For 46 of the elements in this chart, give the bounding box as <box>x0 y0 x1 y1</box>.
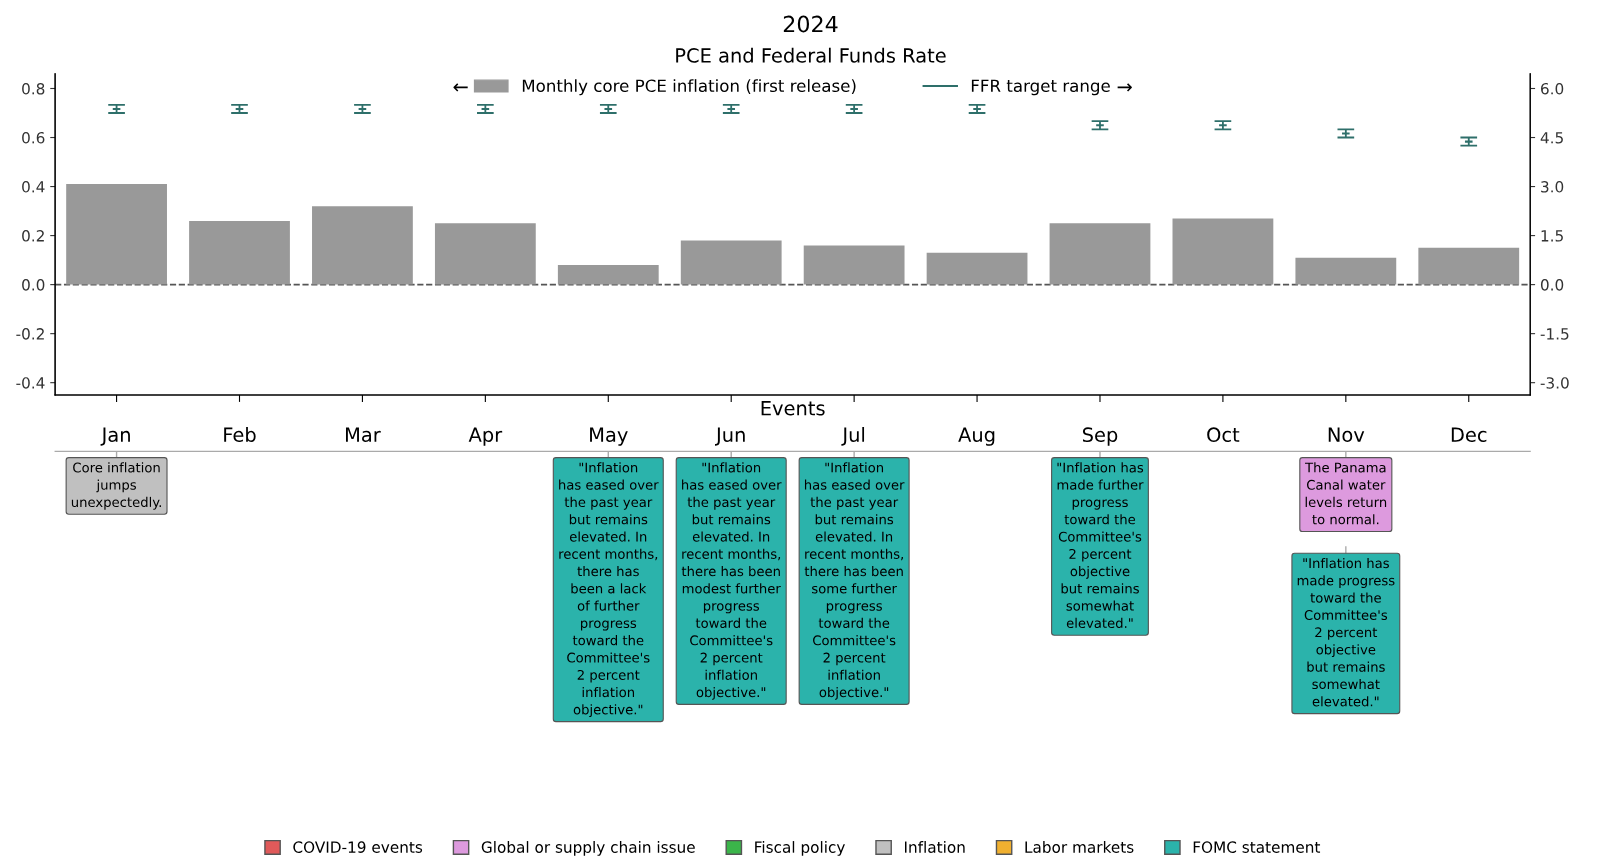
y2-tick-label: 6.0 <box>1541 82 1564 95</box>
category-label: Jun <box>715 427 745 446</box>
category-label: Dec <box>1451 427 1487 443</box>
text: Core inflation jumps unexpectedly. <box>71 462 161 510</box>
legend-label: Global or supply chain issue <box>481 841 695 856</box>
text: "Inflation has eased over the past year but remains elevated. In recent months, there has been a lack of further progress toward the Committee's 2 percent inflation objective." <box>559 462 659 718</box>
y-tick-label: -0.4 <box>16 377 45 389</box>
legend-label: FFR target range <box>971 79 1110 96</box>
y2-tick-label: 3.0 <box>1541 181 1564 193</box>
legend-label: Fiscal policy <box>755 841 845 856</box>
category-label: Aug <box>958 427 995 446</box>
annotation: → <box>1117 83 1132 92</box>
legend-label: Labor markets <box>1025 841 1134 853</box>
y2-tick-label: 4.5 <box>1540 132 1563 144</box>
category-label: Apr <box>468 427 503 446</box>
category-label: Nov <box>1328 427 1365 443</box>
legend-label: FOMC statement <box>1193 841 1321 853</box>
y-tick-label: 0.2 <box>22 230 44 242</box>
category-label: Jan <box>100 427 130 446</box>
category-label: Mar <box>345 427 381 443</box>
category-label: Sep <box>1082 427 1118 446</box>
legend-label: Monthly core PCE inflation (first release) <box>522 79 856 96</box>
text: "Inflation has eased over the past year but remains elevated. In recent months, there has been some further progress toward the Committee's 2 percent inflation objective." <box>804 462 905 700</box>
text: "Inflation has made further progress toward the Committee's 2 percent objective but remains somewhat elevated." <box>1057 462 1144 629</box>
y2-tick-label: 0.0 <box>1540 279 1564 291</box>
text: The Panama Canal water levels return to normal. <box>1305 462 1387 525</box>
annotation: ← <box>453 83 468 92</box>
text: Events <box>761 401 825 416</box>
category-label: Feb <box>224 426 256 443</box>
category-label: May <box>590 427 628 446</box>
y-tick-label: 0.0 <box>22 279 45 291</box>
chart-title: 2024 <box>783 15 838 33</box>
y-tick-label: 0.8 <box>22 82 45 95</box>
y2-tick-label: -3.0 <box>1540 377 1569 389</box>
y-tick-label: 0.6 <box>22 131 45 144</box>
legend-label: COVID-19 events <box>293 841 423 853</box>
y-tick-label: 0.4 <box>22 181 45 193</box>
category-label: Jul <box>841 426 865 446</box>
chart-subtitle: PCE and Federal Funds Rate <box>676 47 946 63</box>
y2-tick-label: 1.5 <box>1541 230 1563 242</box>
y-tick-label: -0.2 <box>16 328 44 340</box>
text: "Inflation has eased over the past year but remains elevated. In recent months, there has been modest further progress toward the Committee's 2 percent inflation objective." <box>681 462 782 700</box>
text: "Inflation has made progress toward the Committee's 2 percent objective but remains somewhat elevated." <box>1297 557 1395 707</box>
y2-tick-label: -1.5 <box>1540 328 1569 340</box>
category-label: Oct <box>1207 427 1240 443</box>
legend-label: Inflation <box>904 841 965 853</box>
